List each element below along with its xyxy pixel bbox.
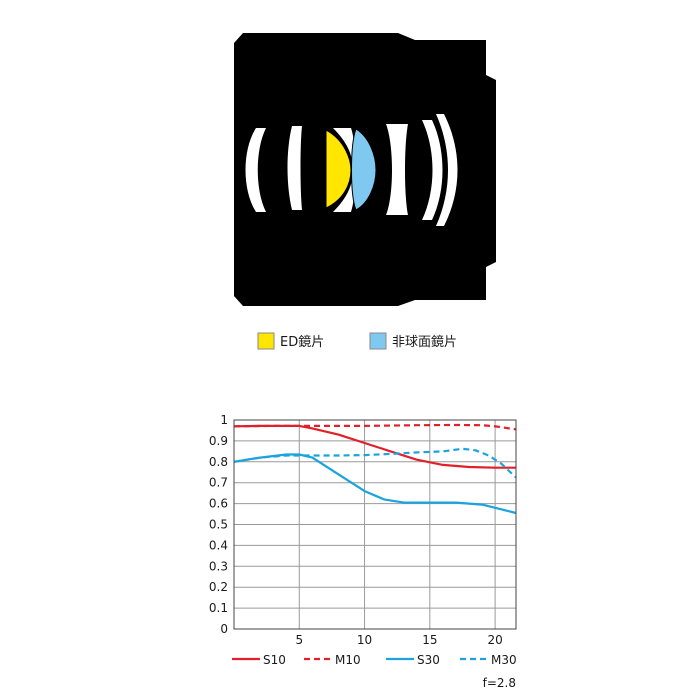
y-tick-label: 0.5 bbox=[209, 518, 228, 532]
chart-series bbox=[233, 423, 517, 515]
series-line-s30 bbox=[233, 453, 517, 515]
y-tick-label: 0 bbox=[220, 622, 228, 636]
x-tick-label: 10 bbox=[357, 633, 372, 647]
legend-label-s10: S10 bbox=[263, 653, 286, 667]
aspherical-legend-label: 非球面鏡片 bbox=[392, 335, 457, 350]
legend-label-s30: S30 bbox=[417, 653, 440, 667]
y-tick-label: 0.8 bbox=[209, 455, 228, 469]
x-tick-label: 15 bbox=[422, 633, 437, 647]
series-line-s10 bbox=[233, 424, 516, 469]
x-tick-label: 5 bbox=[295, 633, 303, 647]
lens-element-2 bbox=[287, 126, 302, 210]
lens-element-8 bbox=[436, 114, 458, 226]
series-line-m10 bbox=[233, 423, 517, 431]
legend-label-m10: M10 bbox=[335, 653, 361, 667]
y-tick-label: 0.4 bbox=[209, 538, 228, 552]
y-tick-label: 0.3 bbox=[209, 559, 228, 573]
y-tick-label: 0.1 bbox=[209, 601, 228, 615]
mtf-chart: 0 0.1 0.2 0.3 0.4 0.5 0.6 0.7 0.8 0.9 1 5 10 15 20 S1… bbox=[209, 413, 517, 690]
aspherical-lens-element bbox=[351, 128, 377, 211]
x-tick-labels: 5 10 15 20 bbox=[295, 633, 502, 647]
legend-label-m30: M30 bbox=[491, 653, 517, 667]
aspherical-swatch bbox=[369, 332, 387, 350]
y-tick-labels: 0 0.1 0.2 0.3 0.4 0.5 0.6 0.7 0.8 0.9 1 bbox=[209, 413, 228, 636]
lens-element-1 bbox=[245, 128, 266, 212]
series-line-m30 bbox=[233, 447, 517, 479]
lens-element-7 bbox=[422, 120, 443, 220]
aperture-label: f=2.8 bbox=[483, 676, 516, 690]
y-tick-label: 0.7 bbox=[209, 476, 228, 490]
series-legend: S10 M10 S30 M30 bbox=[232, 653, 517, 667]
lens-element-6 bbox=[386, 124, 408, 215]
y-tick-label: 1 bbox=[220, 413, 228, 427]
y-tick-label: 0.6 bbox=[209, 497, 228, 511]
x-tick-label: 20 bbox=[487, 633, 502, 647]
y-tick-label: 0.2 bbox=[209, 580, 228, 594]
lens-legend: ED鏡片 非球面鏡片 bbox=[257, 332, 457, 350]
lens-diagram bbox=[234, 33, 496, 306]
plot-frame bbox=[233, 419, 517, 630]
chart-grid bbox=[234, 420, 516, 629]
ed-legend-label: ED鏡片 bbox=[280, 335, 324, 350]
y-tick-label: 0.9 bbox=[209, 434, 228, 448]
ed-swatch bbox=[257, 332, 275, 350]
lens-element-4 bbox=[333, 128, 356, 212]
